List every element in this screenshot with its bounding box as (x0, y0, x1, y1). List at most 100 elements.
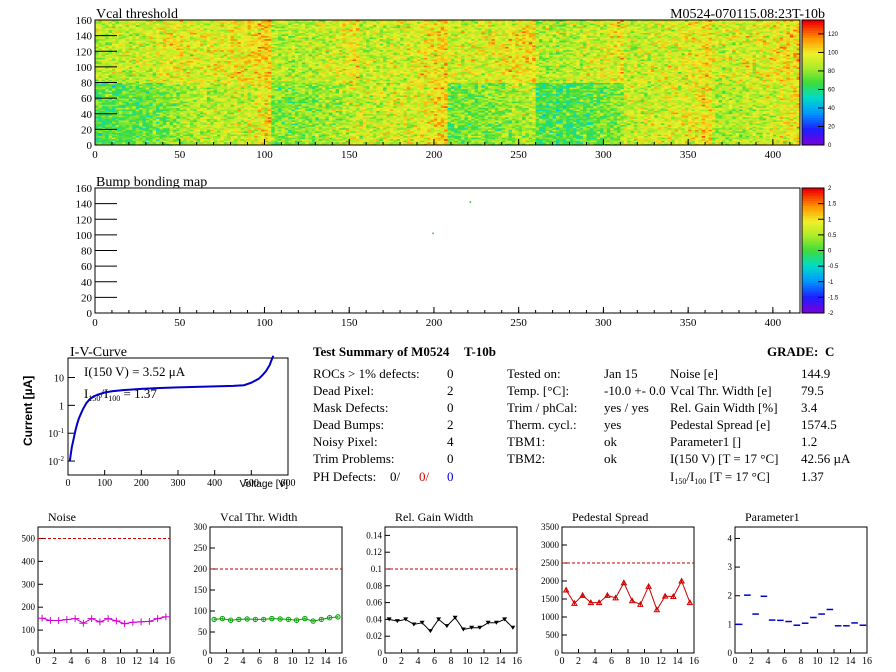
heatmap-cell (776, 130, 781, 133)
heatmap-cell (508, 134, 513, 137)
heatmap-cell (101, 132, 106, 135)
heatmap-cell (389, 134, 394, 137)
heatmap-cell (691, 141, 696, 144)
heatmap-cell (427, 132, 431, 135)
heatmap-cell (474, 140, 479, 143)
heatmap-cell (132, 143, 137, 146)
heatmap-cell (576, 141, 581, 144)
heatmap-cell (203, 135, 208, 138)
heatmap-cell (677, 141, 682, 144)
heatmap-cell (159, 132, 164, 135)
heatmap-cell (413, 137, 418, 140)
heatmap-cell (139, 127, 143, 130)
heatmap-cell (779, 141, 784, 144)
heatmap-cell (725, 140, 730, 143)
heatmap-cell (674, 141, 679, 144)
heatmap-cell (759, 130, 764, 133)
heatmap-cell (396, 140, 401, 143)
heatmap-cell (115, 138, 120, 141)
heatmap-cell (142, 143, 147, 146)
heatmap-cell (172, 130, 177, 133)
heatmap-cell (603, 143, 608, 146)
heatmap-cell (478, 132, 482, 135)
heatmap-cell (789, 130, 794, 133)
heatmap-cell (142, 127, 147, 130)
heatmap-cell (355, 138, 360, 141)
heatmap-cell (603, 135, 608, 138)
heatmap-cell (166, 141, 170, 144)
heatmap-cell (793, 135, 798, 138)
heatmap-cell (122, 143, 126, 146)
heatmap-cell (759, 132, 764, 135)
heatmap-cell (250, 141, 255, 144)
heatmap-cell (433, 141, 438, 144)
heatmap-cell (237, 141, 242, 144)
heatmap-cell (522, 135, 526, 138)
heatmap-cell (339, 134, 343, 137)
heatmap-cell (677, 140, 682, 143)
heatmap-cell (667, 135, 672, 138)
heatmap-cell (135, 135, 140, 138)
heatmap-cell (677, 134, 682, 137)
heatmap-cell (498, 134, 503, 137)
vcal-threshold-heatmap (95, 20, 801, 146)
module-id-label: M0524-070115.08:23T-10b (670, 7, 825, 22)
heatmap-cell (355, 141, 360, 144)
heatmap-cell (681, 134, 686, 137)
heatmap-cell (498, 129, 503, 132)
heatmap-cell (691, 135, 696, 138)
heatmap-cell (227, 130, 231, 133)
heatmap-cell (603, 134, 608, 137)
heatmap-cell (281, 140, 286, 143)
heatmap-cell (427, 134, 431, 137)
heatmap-cell (718, 140, 723, 143)
heatmap-cell (301, 135, 306, 138)
heatmap-cell (389, 129, 394, 132)
heatmap-cell (342, 132, 347, 135)
heatmap-cell (694, 129, 699, 132)
heatmap-cell (467, 137, 472, 140)
heatmap-cell (623, 130, 628, 133)
heatmap-cell (637, 130, 642, 133)
heatmap-cell (227, 137, 231, 140)
heatmap-cell (139, 138, 143, 141)
heatmap-cell (569, 138, 574, 141)
heatmap-cell (247, 141, 252, 144)
heatmap-cell (179, 132, 184, 135)
heatmap-cell (125, 135, 130, 138)
heatmap-cell (569, 134, 574, 137)
heatmap-cell (728, 134, 733, 137)
heatmap-cell (372, 137, 377, 140)
heatmap-cell (98, 135, 103, 138)
heatmap-cell (535, 140, 540, 143)
heatmap-cell (776, 141, 781, 144)
heatmap-cell (339, 137, 343, 140)
heatmap-cell (186, 135, 191, 138)
heatmap-cell (169, 140, 174, 143)
heatmap-cell (769, 132, 774, 135)
heatmap-cell (705, 129, 709, 132)
heatmap-cell (620, 134, 625, 137)
heatmap-cell (244, 143, 248, 146)
heatmap-cell (722, 138, 726, 141)
heatmap-cell (505, 130, 509, 133)
heatmap-cell (315, 130, 320, 133)
heatmap-cell (247, 143, 252, 146)
heatmap-cell (217, 137, 221, 140)
heatmap-cell (552, 130, 557, 133)
heatmap-cell (349, 140, 353, 143)
heatmap-cell (420, 132, 425, 135)
heatmap-cell (261, 141, 265, 144)
heatmap-cell (298, 140, 303, 143)
heatmap-cell (698, 141, 703, 144)
heatmap-cell (786, 140, 791, 143)
heatmap-cell (478, 135, 482, 138)
heatmap-cell (586, 130, 591, 133)
heatmap-cell (230, 135, 235, 138)
heatmap-cell (457, 143, 462, 146)
heatmap-cell (610, 143, 614, 146)
heatmap-cell (620, 138, 625, 141)
heatmap-cell (684, 129, 689, 132)
heatmap-cell (576, 135, 581, 138)
